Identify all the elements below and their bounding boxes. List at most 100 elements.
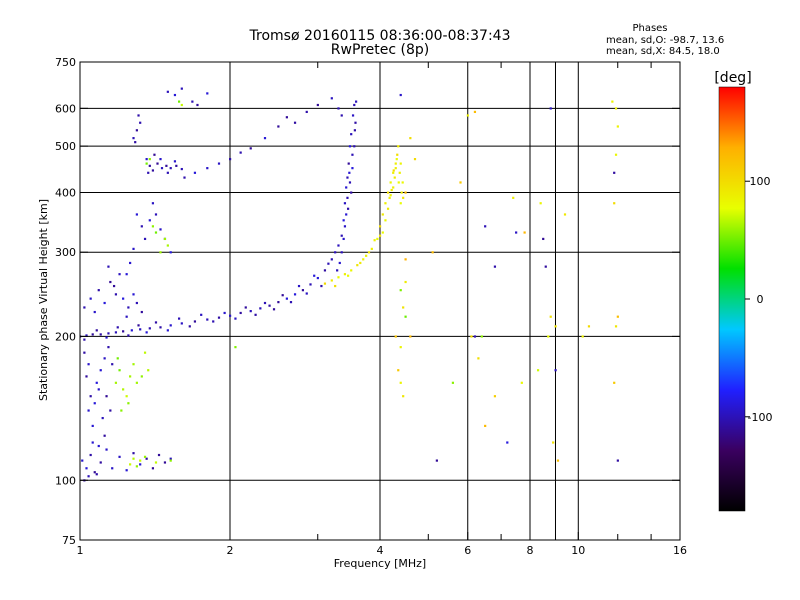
chart-subtitle: RwPretec (8p) bbox=[331, 42, 429, 58]
data-point bbox=[160, 167, 164, 170]
data-point bbox=[85, 467, 88, 470]
data-point bbox=[345, 213, 348, 216]
data-point bbox=[305, 110, 308, 114]
data-point bbox=[614, 325, 618, 328]
data-point bbox=[353, 145, 356, 148]
data-point bbox=[166, 329, 169, 332]
data-point bbox=[135, 301, 138, 305]
data-point bbox=[169, 167, 172, 170]
data-point bbox=[165, 164, 168, 167]
data-point bbox=[549, 315, 552, 318]
data-point bbox=[392, 171, 395, 174]
data-point bbox=[173, 160, 177, 163]
data-point bbox=[451, 381, 455, 384]
y-tick-label: 100 bbox=[55, 474, 76, 487]
data-point bbox=[177, 100, 181, 103]
data-point bbox=[127, 402, 130, 405]
stats-x-mode: mean, sd,X: 84.5, 18.0 bbox=[606, 46, 720, 57]
data-point bbox=[143, 455, 147, 458]
data-point bbox=[614, 153, 618, 156]
data-point bbox=[477, 357, 480, 360]
data-point bbox=[401, 181, 404, 184]
data-point bbox=[613, 171, 616, 174]
data-point bbox=[127, 334, 130, 337]
data-point bbox=[109, 409, 112, 412]
data-point bbox=[506, 441, 509, 444]
data-point bbox=[118, 369, 121, 372]
data-point bbox=[120, 409, 123, 412]
stats-header: Phases bbox=[632, 23, 667, 34]
data-point bbox=[129, 463, 132, 466]
data-point bbox=[389, 181, 392, 184]
data-point bbox=[554, 325, 557, 328]
data-point bbox=[484, 225, 487, 228]
data-point bbox=[132, 293, 135, 296]
data-point bbox=[330, 97, 333, 100]
data-point bbox=[109, 280, 112, 284]
data-point bbox=[379, 234, 382, 237]
data-point bbox=[549, 107, 552, 110]
data-point bbox=[87, 363, 90, 366]
data-point bbox=[132, 247, 135, 250]
data-point bbox=[229, 314, 232, 317]
data-point bbox=[93, 402, 96, 405]
data-point bbox=[413, 158, 417, 161]
data-point bbox=[159, 158, 162, 161]
data-point bbox=[143, 237, 147, 241]
data-point bbox=[277, 301, 280, 304]
data-point bbox=[173, 93, 177, 97]
data-point bbox=[327, 262, 330, 265]
data-point bbox=[493, 395, 497, 398]
data-point bbox=[293, 293, 297, 296]
y-axis-title: Stationary phase Virtual Height [km] bbox=[37, 199, 50, 401]
data-point bbox=[536, 369, 540, 372]
data-point bbox=[137, 114, 140, 117]
data-point bbox=[611, 100, 614, 103]
data-point bbox=[93, 471, 96, 474]
data-point bbox=[397, 181, 400, 184]
data-point bbox=[394, 335, 397, 338]
colorbar-label: [deg] bbox=[714, 70, 751, 86]
data-point bbox=[399, 93, 402, 97]
data-point bbox=[581, 335, 584, 338]
data-point bbox=[397, 145, 400, 148]
data-point bbox=[217, 316, 221, 319]
data-point bbox=[346, 207, 350, 210]
y-tick-label: 600 bbox=[55, 102, 76, 115]
data-point bbox=[277, 125, 280, 128]
data-point bbox=[132, 137, 135, 140]
data-point bbox=[177, 317, 181, 320]
data-point bbox=[399, 289, 402, 292]
data-point bbox=[103, 301, 106, 305]
data-point bbox=[337, 107, 340, 110]
colorbar bbox=[718, 86, 746, 512]
data-point bbox=[512, 196, 515, 199]
y-axis-ticks: 75 100 200 300 400 500 600 750 bbox=[55, 56, 680, 547]
data-point bbox=[552, 441, 555, 444]
data-point bbox=[159, 251, 162, 254]
y-tick-label: 75 bbox=[62, 534, 76, 547]
data-point bbox=[169, 324, 172, 327]
data-point bbox=[180, 87, 183, 90]
data-point bbox=[272, 308, 276, 311]
data-point bbox=[337, 244, 340, 247]
data-point bbox=[346, 176, 349, 179]
data-point bbox=[107, 346, 110, 349]
data-point bbox=[390, 188, 393, 192]
data-point bbox=[132, 363, 135, 366]
data-point bbox=[320, 284, 323, 288]
data-point bbox=[340, 114, 343, 117]
data-point bbox=[122, 388, 125, 391]
data-point bbox=[169, 457, 172, 460]
data-point bbox=[156, 162, 159, 165]
data-point bbox=[556, 459, 560, 462]
data-point bbox=[91, 441, 94, 444]
colorbar-tick-label: 100 bbox=[750, 175, 771, 188]
data-point bbox=[183, 176, 186, 179]
data-point bbox=[249, 147, 252, 150]
data-point bbox=[376, 237, 379, 241]
data-point bbox=[97, 289, 100, 292]
data-point bbox=[89, 453, 92, 457]
data-point bbox=[554, 369, 557, 372]
data-point bbox=[97, 388, 100, 391]
